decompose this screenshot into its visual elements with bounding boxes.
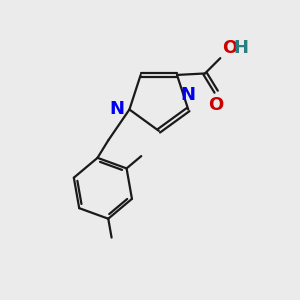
Text: O: O [208, 96, 224, 114]
Text: N: N [109, 100, 124, 118]
Text: O: O [222, 39, 238, 57]
Text: H: H [233, 39, 248, 57]
Text: N: N [181, 85, 196, 103]
